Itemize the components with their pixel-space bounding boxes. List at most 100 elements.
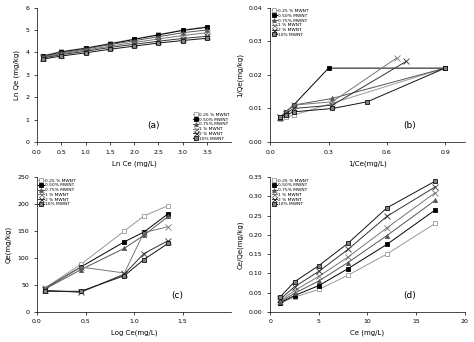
X-axis label: Ce (mg/L): Ce (mg/L): [350, 330, 384, 337]
0.75% MWNT: [384, 234, 390, 238]
0.25 % MWNT: [83, 46, 89, 50]
Line: 0.75% MWNT: 0.75% MWNT: [43, 214, 170, 291]
10% MWNT: [365, 100, 370, 104]
Line: 0.25 % MWNT: 0.25 % MWNT: [43, 203, 170, 290]
10% MWNT: [277, 115, 283, 119]
0.75% MWNT: [165, 214, 171, 219]
0.25 % MWNT: [283, 115, 289, 119]
2 % MWNT: [316, 269, 322, 273]
1 % MWNT: [83, 48, 89, 52]
Line: 2 % MWNT: 2 % MWNT: [42, 238, 171, 295]
1 % MWNT: [277, 115, 283, 119]
0.25 % MWNT: [131, 37, 137, 41]
0.25 % MWNT: [165, 203, 171, 208]
0.50% MWNT: [121, 240, 127, 244]
0.50% MWNT: [141, 230, 146, 234]
0.25 % MWNT: [442, 66, 448, 70]
0.50% MWNT: [204, 25, 210, 29]
0.25 % MWNT: [277, 117, 283, 121]
1 % MWNT: [345, 255, 351, 259]
10% MWNT: [329, 106, 335, 110]
Line: 0.25 % MWNT: 0.25 % MWNT: [41, 25, 209, 58]
0.50% MWNT: [155, 33, 161, 37]
1 % MWNT: [316, 274, 322, 278]
0.50% MWNT: [131, 37, 137, 41]
Line: 2 % MWNT: 2 % MWNT: [277, 58, 409, 120]
2 % MWNT: [277, 298, 283, 302]
0.75% MWNT: [107, 42, 113, 47]
1 % MWNT: [141, 231, 146, 235]
10% MWNT: [131, 44, 137, 48]
2 % MWNT: [180, 37, 185, 41]
1 % MWNT: [384, 226, 390, 230]
10% MWNT: [345, 241, 351, 245]
2 % MWNT: [291, 106, 296, 110]
Line: 1 % MWNT: 1 % MWNT: [277, 190, 438, 304]
1 % MWNT: [40, 55, 46, 60]
1 % MWNT: [277, 299, 283, 303]
0.25 % MWNT: [316, 287, 322, 291]
Y-axis label: Ln Qe (mg/kg): Ln Qe (mg/kg): [13, 50, 20, 100]
10% MWNT: [165, 241, 171, 246]
1 % MWNT: [121, 271, 127, 275]
Y-axis label: Qe(mg/kg): Qe(mg/kg): [6, 226, 12, 263]
Line: 2 % MWNT: 2 % MWNT: [40, 34, 210, 61]
10% MWNT: [204, 36, 210, 40]
10% MWNT: [78, 289, 83, 293]
0.75% MWNT: [316, 279, 322, 283]
0.50% MWNT: [180, 28, 185, 32]
0.75% MWNT: [442, 66, 448, 70]
2 % MWNT: [204, 34, 210, 38]
2 % MWNT: [403, 59, 409, 63]
1 % MWNT: [283, 110, 289, 114]
0.25 % MWNT: [40, 54, 46, 58]
0.50% MWNT: [165, 212, 171, 216]
Line: 0.50% MWNT: 0.50% MWNT: [278, 208, 438, 305]
Legend: 0.25 % MWNT, 0.50% MWNT, 0.75% MWNT, 1 % MWNT, 2 % MWNT, 10% MWNT: 0.25 % MWNT, 0.50% MWNT, 0.75% MWNT, 1 %…: [192, 113, 230, 141]
0.25 % MWNT: [384, 252, 390, 256]
0.50% MWNT: [292, 293, 297, 298]
Line: 10% MWNT: 10% MWNT: [41, 36, 209, 61]
0.50% MWNT: [316, 284, 322, 288]
0.75% MWNT: [329, 96, 335, 101]
Y-axis label: 1/Qe(mg/kg): 1/Qe(mg/kg): [237, 53, 243, 97]
Legend: 0.25 % MWNT, 0.50% MWNT, 0.75% MWNT, 1 % MWNT, 2 % MWNT, 10% MWNT: 0.25 % MWNT, 0.50% MWNT, 0.75% MWNT, 1 %…: [271, 9, 309, 37]
0.50% MWNT: [326, 66, 331, 70]
10% MWNT: [291, 110, 296, 114]
2 % MWNT: [78, 290, 83, 294]
10% MWNT: [316, 264, 322, 268]
1 % MWNT: [180, 34, 185, 38]
10% MWNT: [107, 47, 113, 51]
10% MWNT: [155, 41, 161, 45]
1 % MWNT: [107, 44, 113, 48]
0.50% MWNT: [345, 267, 351, 271]
0.75% MWNT: [277, 300, 283, 304]
0.25 % MWNT: [141, 214, 146, 218]
Line: 1 % MWNT: 1 % MWNT: [40, 30, 210, 60]
Y-axis label: Ce/Qe(mg/kg): Ce/Qe(mg/kg): [237, 220, 243, 269]
0.50% MWNT: [442, 66, 448, 70]
0.50% MWNT: [283, 110, 289, 114]
1 % MWNT: [131, 40, 137, 44]
0.75% MWNT: [83, 47, 89, 51]
2 % MWNT: [283, 111, 289, 116]
10% MWNT: [121, 274, 127, 278]
0.50% MWNT: [432, 208, 438, 212]
0.50% MWNT: [42, 287, 47, 291]
1 % MWNT: [78, 265, 83, 269]
2 % MWNT: [83, 49, 89, 53]
0.75% MWNT: [58, 51, 64, 55]
Text: (b): (b): [404, 121, 417, 131]
0.25 % MWNT: [58, 49, 64, 53]
1 % MWNT: [291, 103, 296, 107]
2 % MWNT: [121, 272, 127, 276]
Text: (c): (c): [171, 291, 183, 300]
Line: 0.50% MWNT: 0.50% MWNT: [278, 66, 447, 120]
2 % MWNT: [277, 115, 283, 119]
Line: 0.75% MWNT: 0.75% MWNT: [278, 66, 447, 120]
Line: 10% MWNT: 10% MWNT: [43, 241, 170, 293]
10% MWNT: [432, 179, 438, 183]
0.50% MWNT: [277, 116, 283, 120]
0.25 % MWNT: [107, 41, 113, 45]
0.50% MWNT: [384, 242, 390, 247]
